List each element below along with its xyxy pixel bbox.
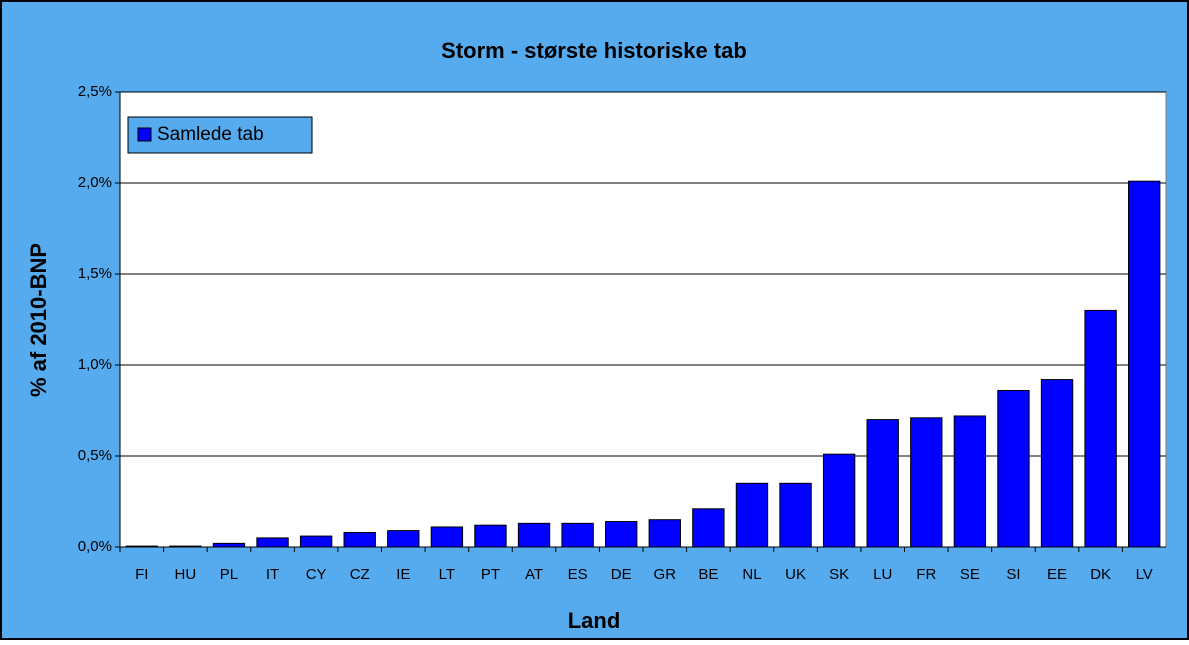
x-tick-label: AT <box>525 566 543 583</box>
bar <box>517 522 551 548</box>
bar <box>474 524 507 548</box>
x-tick-label: ES <box>568 566 588 583</box>
bar <box>343 531 376 548</box>
bar <box>910 417 943 548</box>
y-tick-label: 1,5% <box>78 265 112 282</box>
legend-box <box>127 116 313 154</box>
bar <box>1084 309 1117 548</box>
bar <box>212 542 246 548</box>
x-tick-label: NL <box>742 566 761 583</box>
x-tick-label: HU <box>175 566 197 583</box>
legend-swatch <box>137 127 152 142</box>
bar <box>779 482 812 548</box>
x-tick-label: IE <box>396 566 410 583</box>
x-tick-label: LT <box>439 566 455 583</box>
x-tick-label: SE <box>960 566 980 583</box>
x-tick-label: SI <box>1006 566 1020 583</box>
bar <box>648 519 681 548</box>
x-tick-label: IT <box>266 566 279 583</box>
x-tick-label: DE <box>611 566 632 583</box>
x-tick-label: BE <box>698 566 718 583</box>
bar <box>299 535 333 548</box>
bar <box>953 415 987 548</box>
y-tick-label: 2,0% <box>78 174 112 191</box>
bar <box>125 545 158 548</box>
bar <box>387 530 420 548</box>
x-tick-label: CZ <box>350 566 370 583</box>
x-tick-label: EE <box>1047 566 1067 583</box>
x-tick-label: CY <box>306 566 327 583</box>
bar <box>169 545 202 548</box>
bar <box>735 482 769 548</box>
x-axis-label: Land <box>568 608 621 633</box>
legend-label: Samlede tab <box>157 124 264 145</box>
bar <box>1128 180 1161 548</box>
x-tick-label: UK <box>785 566 806 583</box>
bar <box>605 521 638 548</box>
y-tick-label: 2,5% <box>78 83 112 100</box>
bar <box>1040 379 1074 548</box>
x-tick-label: FR <box>916 566 936 583</box>
bar <box>561 522 594 548</box>
bar <box>256 537 289 548</box>
x-tick-label: GR <box>654 566 677 583</box>
y-tick-label: 0,0% <box>78 538 112 555</box>
bar <box>822 453 856 548</box>
y-tick-label: 0,5% <box>78 447 112 464</box>
x-tick-label: FI <box>135 566 148 583</box>
bar <box>692 508 725 548</box>
y-tick-label: 1,0% <box>78 356 112 373</box>
x-tick-label: LV <box>1136 566 1153 583</box>
bar <box>866 419 899 548</box>
y-axis-label: % af 2010-BNP <box>26 243 51 397</box>
x-tick-label: PL <box>220 566 238 583</box>
bar <box>997 389 1030 548</box>
x-tick-label: LU <box>873 566 892 583</box>
x-tick-label: SK <box>829 566 849 583</box>
x-tick-label: PT <box>481 566 500 583</box>
x-tick-label: DK <box>1090 566 1111 583</box>
bar <box>430 526 464 548</box>
chart-title: Storm - største historiske tab <box>441 38 747 63</box>
plot-area <box>119 91 1167 548</box>
